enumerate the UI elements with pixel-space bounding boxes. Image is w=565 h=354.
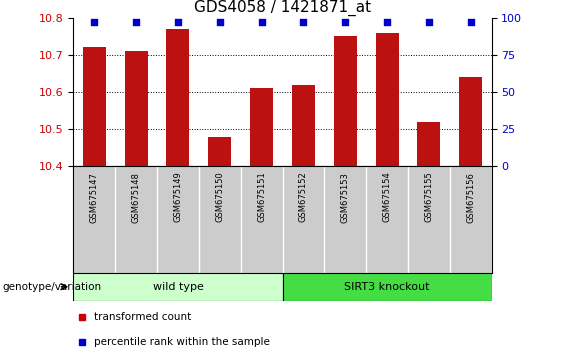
- Bar: [83, 47, 106, 166]
- Point: [257, 19, 266, 25]
- Point: [90, 19, 99, 25]
- Text: GSM675148: GSM675148: [132, 172, 141, 223]
- Text: GSM675149: GSM675149: [173, 172, 182, 222]
- Bar: [418, 122, 440, 166]
- Text: percentile rank within the sample: percentile rank within the sample: [94, 337, 270, 347]
- Text: GSM675152: GSM675152: [299, 172, 308, 222]
- Bar: [208, 137, 231, 166]
- Point: [132, 19, 141, 25]
- Bar: [292, 85, 315, 166]
- Text: genotype/variation: genotype/variation: [3, 282, 102, 292]
- Point: [383, 19, 392, 25]
- Bar: [250, 88, 273, 166]
- Text: GSM675153: GSM675153: [341, 172, 350, 223]
- Text: transformed count: transformed count: [94, 312, 192, 322]
- Point: [424, 19, 433, 25]
- Bar: [73, 273, 282, 301]
- Bar: [334, 36, 357, 166]
- Text: wild type: wild type: [153, 282, 203, 292]
- Title: GDS4058 / 1421871_at: GDS4058 / 1421871_at: [194, 0, 371, 16]
- Bar: [125, 51, 147, 166]
- Point: [299, 19, 308, 25]
- Text: GSM675147: GSM675147: [90, 172, 99, 223]
- Text: GSM675150: GSM675150: [215, 172, 224, 222]
- Text: SIRT3 knockout: SIRT3 knockout: [344, 282, 430, 292]
- Bar: [167, 29, 189, 166]
- Text: GSM675154: GSM675154: [383, 172, 392, 222]
- Bar: [282, 273, 492, 301]
- Point: [466, 19, 475, 25]
- Text: GSM675155: GSM675155: [424, 172, 433, 222]
- Point: [341, 19, 350, 25]
- Point: [173, 19, 182, 25]
- Text: GSM675156: GSM675156: [466, 172, 475, 223]
- Point: [215, 19, 224, 25]
- Bar: [376, 33, 398, 166]
- Text: GSM675151: GSM675151: [257, 172, 266, 222]
- Bar: [459, 77, 482, 166]
